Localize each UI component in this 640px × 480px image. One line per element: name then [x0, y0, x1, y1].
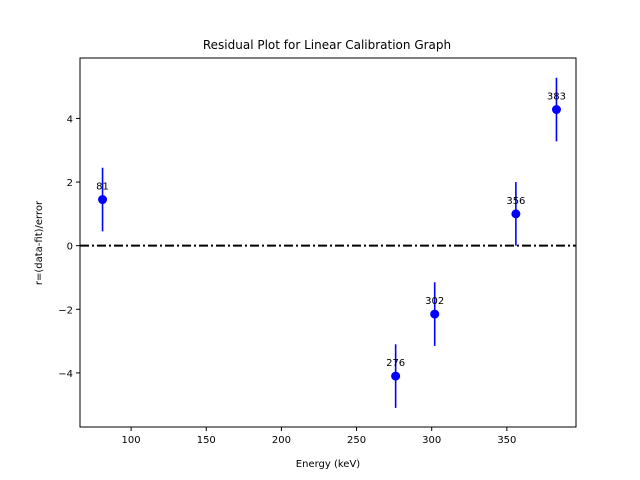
- data-point-302: [430, 309, 440, 319]
- y-tick-label--4: −4: [58, 369, 73, 380]
- point-label-276: 276: [386, 358, 405, 369]
- x-tick-label-100: 100: [122, 435, 141, 446]
- plot-frame: [79, 57, 577, 428]
- y-tick-label-2: 2: [67, 178, 73, 189]
- y-axis-label: r=(data-fit)/error: [34, 200, 45, 285]
- x-tick-label-350: 350: [497, 435, 516, 446]
- data-point-356: [511, 209, 521, 219]
- data-points: 81 276 302 356 383: [96, 77, 566, 408]
- y-tick-label--2: −2: [58, 305, 73, 316]
- x-tick-label-150: 150: [197, 435, 216, 446]
- x-tick-label-250: 250: [347, 435, 366, 446]
- point-label-383: 383: [547, 92, 566, 103]
- x-tick-label-300: 300: [422, 435, 441, 446]
- y-axis: −4 −2 0 2 4: [58, 114, 80, 380]
- x-tick-label-200: 200: [272, 435, 291, 446]
- x-axis: 100 150 200 250 300 350: [122, 427, 516, 446]
- data-point-383: [551, 105, 561, 115]
- data-point-276: [391, 371, 401, 381]
- y-tick-label-4: 4: [67, 114, 73, 125]
- y-tick-label-0: 0: [67, 242, 73, 253]
- point-label-302: 302: [425, 296, 444, 307]
- point-label-356: 356: [506, 196, 525, 207]
- chart-title: Residual Plot for Linear Calibration Gra…: [203, 38, 451, 52]
- point-label-81: 81: [96, 182, 109, 193]
- x-axis-label: Energy (keV): [296, 459, 361, 470]
- data-point-81: [98, 195, 108, 205]
